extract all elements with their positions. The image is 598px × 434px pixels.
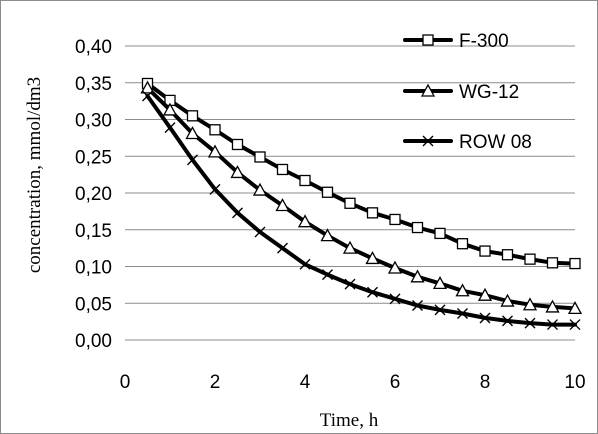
data-point-f-300 — [231, 138, 244, 151]
x-tick-label: 10 — [564, 372, 585, 393]
data-point-wg-12 — [365, 251, 380, 265]
legend-label-row-08: ROW 08 — [459, 132, 532, 153]
data-point-row-08 — [569, 319, 581, 331]
data-point-wg-12 — [342, 240, 358, 254]
data-point-wg-12 — [185, 126, 200, 140]
data-point-f-300 — [411, 221, 424, 234]
data-point-f-300 — [546, 257, 559, 269]
data-point-row-08 — [254, 226, 266, 238]
y-tick-label: 0,35 — [75, 74, 112, 95]
data-point-wg-12 — [432, 276, 448, 290]
data-point-wg-12 — [387, 260, 403, 274]
x-tick-label: 6 — [390, 372, 401, 393]
legend-label-wg-12: WG-12 — [459, 82, 519, 103]
data-point-wg-12 — [252, 182, 268, 196]
legend-item-wg-12: WG-12 — [403, 82, 519, 103]
data-point-wg-12 — [500, 293, 515, 307]
data-point-f-300 — [456, 238, 469, 250]
y-tick-label: 0,40 — [75, 37, 112, 58]
x-tick-label: 8 — [480, 372, 491, 393]
y-tick-label: 0,00 — [75, 331, 112, 352]
data-point-f-300 — [344, 197, 356, 209]
data-point-wg-12 — [522, 297, 538, 311]
data-point-f-300 — [209, 124, 221, 136]
y-axis-title: concentration, mmol/dm3 — [24, 77, 45, 273]
data-point-f-300 — [569, 257, 581, 270]
y-axis-title-text: concentration, mmol/dm3 — [24, 77, 45, 273]
data-point-wg-12 — [320, 228, 335, 242]
data-point-f-300 — [254, 151, 266, 163]
data-point-wg-12 — [230, 165, 245, 179]
data-point-row-08 — [142, 90, 153, 102]
data-point-row-08 — [209, 183, 221, 195]
data-point-wg-12 — [162, 102, 178, 116]
gridlines — [125, 45, 575, 341]
y-tick-label: 0,05 — [75, 294, 112, 315]
data-point-row-08 — [232, 207, 243, 219]
data-point-wg-12 — [140, 80, 155, 94]
data-point-wg-12 — [410, 269, 425, 283]
x-tick-label: 2 — [210, 372, 221, 393]
series-f-300 — [141, 77, 581, 270]
data-point-wg-12 — [297, 214, 313, 228]
x-tick-label: 4 — [300, 372, 311, 393]
data-point-row-08 — [322, 269, 333, 281]
data-point-f-300 — [299, 174, 311, 187]
series-wg-12 — [140, 80, 583, 315]
data-point-f-300 — [321, 186, 334, 198]
data-point-row-08 — [502, 315, 513, 327]
x-tick-label: 0 — [120, 372, 131, 393]
data-point-f-300 — [479, 245, 491, 257]
data-point-f-300 — [389, 213, 401, 226]
legend-item-f-300: F-300 — [403, 31, 509, 52]
y-axis-tick-labels: 0,00 0,05 0,10 0,15 0,20 0,25 0,30 0,35 0,40 — [75, 37, 112, 352]
data-point-row-08 — [164, 122, 176, 134]
y-tick-label: 0,20 — [75, 184, 112, 205]
x-axis-tick-labels: 0 2 4 6 8 10 — [120, 372, 586, 393]
data-point-row-08 — [547, 319, 558, 331]
data-point-row-08 — [524, 317, 536, 329]
data-point-row-08 — [367, 286, 378, 298]
data-point-row-08 — [187, 154, 198, 166]
y-tick-label: 0,10 — [75, 258, 112, 279]
data-point-wg-12 — [477, 287, 493, 301]
series-layer — [140, 77, 583, 331]
data-point-wg-12 — [207, 144, 223, 158]
y-tick-label: 0,25 — [75, 147, 112, 168]
data-point-f-300 — [501, 249, 514, 261]
data-point-f-300 — [434, 227, 446, 240]
data-point-wg-12 — [545, 299, 560, 313]
legend-item-row-08: ROW 08 — [403, 132, 532, 153]
legend-marker-row-08 — [422, 135, 434, 147]
data-point-f-300 — [276, 163, 289, 176]
legend-marker-f-300 — [422, 34, 434, 46]
data-point-row-08 — [434, 304, 446, 316]
data-point-row-08 — [479, 312, 491, 324]
data-point-f-300 — [366, 207, 379, 219]
y-tick-label: 0,30 — [75, 111, 112, 132]
x-axis-title: Time, h — [320, 410, 379, 431]
legend: F-300 WG-12 ROW 08 — [403, 31, 532, 153]
data-point-row-08 — [344, 278, 356, 290]
data-point-row-08 — [277, 242, 288, 254]
legend-label-f-300: F-300 — [459, 31, 509, 52]
data-point-f-300 — [186, 110, 199, 122]
data-point-wg-12 — [567, 301, 583, 315]
data-point-f-300 — [524, 253, 536, 265]
y-tick-label: 0,15 — [75, 221, 112, 242]
series-row-08 — [142, 90, 581, 331]
data-point-row-08 — [457, 308, 468, 320]
data-point-wg-12 — [275, 198, 290, 212]
legend-marker-wg-12 — [420, 83, 436, 97]
data-point-row-08 — [412, 299, 423, 311]
data-point-row-08 — [389, 293, 401, 305]
data-point-row-08 — [299, 258, 311, 270]
data-point-wg-12 — [455, 283, 470, 297]
